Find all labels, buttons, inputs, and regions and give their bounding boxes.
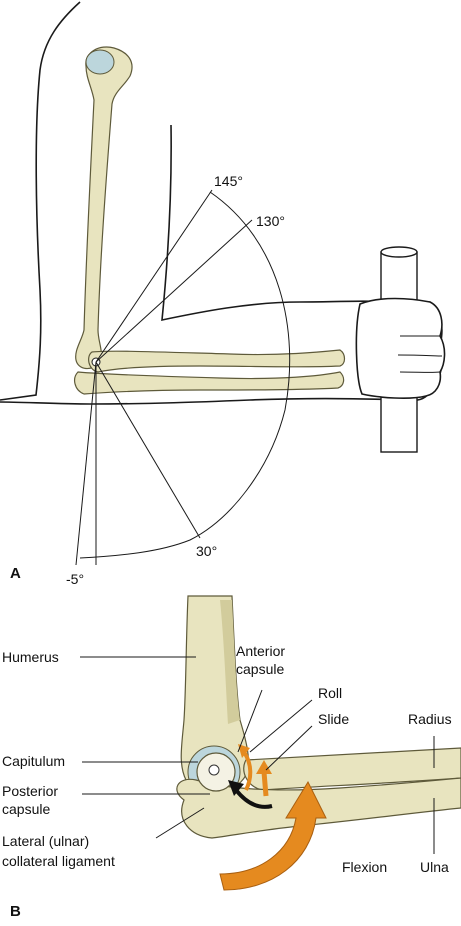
motion-arc bbox=[79, 191, 291, 559]
fist bbox=[355, 297, 446, 399]
forearm-bones-a bbox=[74, 349, 346, 395]
joint-motion-arrowhead bbox=[228, 780, 244, 796]
label-leaders bbox=[80, 656, 435, 854]
label-slide: Slide bbox=[318, 711, 349, 727]
label-flexion: Flexion bbox=[342, 859, 387, 875]
roll-arrow bbox=[242, 750, 253, 791]
panel-letter-a: A bbox=[10, 565, 21, 582]
label-anterior-capsule-1: Anterior bbox=[236, 643, 285, 659]
label-capitulum: Capitulum bbox=[2, 753, 65, 769]
label-posterior-capsule-2: capsule bbox=[2, 801, 50, 817]
angle-label-neg5: -5° bbox=[66, 571, 84, 587]
range-of-motion-lines bbox=[75, 189, 291, 566]
humerus-bone-a bbox=[75, 46, 133, 370]
capitulum-axis bbox=[208, 764, 220, 776]
angle-label-145: 145° bbox=[214, 173, 243, 189]
radius-bone bbox=[243, 747, 461, 791]
panel-letter-b: B bbox=[10, 903, 21, 920]
joint-motion-arrow bbox=[234, 788, 273, 809]
label-posterior-capsule-1: Posterior bbox=[2, 783, 58, 799]
line-130 bbox=[95, 219, 253, 363]
flexion-arrow bbox=[219, 780, 327, 891]
line-145 bbox=[95, 189, 213, 363]
line-30 bbox=[95, 361, 201, 539]
line-neg5-a bbox=[75, 361, 97, 566]
label-anterior-capsule-2: capsule bbox=[236, 661, 284, 677]
label-lateral-ligament-1: Lateral (ulnar) bbox=[2, 833, 89, 849]
roll-arrowhead bbox=[238, 744, 250, 758]
angle-label-130: 130° bbox=[256, 213, 285, 229]
panel-b: Humerus Anterior capsule Roll Slide Radi… bbox=[2, 595, 461, 920]
label-radius: Radius bbox=[408, 711, 452, 727]
humerus-shading bbox=[220, 600, 240, 724]
finger-crease bbox=[397, 335, 443, 373]
panel-a: 145° 130° 30° -5° A bbox=[0, 1, 446, 587]
label-humerus: Humerus bbox=[2, 649, 59, 665]
arm-skin-outline bbox=[0, 1, 81, 401]
label-roll: Roll bbox=[318, 685, 342, 701]
slide-arrowhead bbox=[256, 760, 272, 774]
label-ulna: Ulna bbox=[420, 859, 449, 875]
label-lateral-ligament-2: collateral ligament bbox=[2, 853, 115, 869]
angle-label-30: 30° bbox=[196, 543, 217, 559]
slide-arrow bbox=[261, 771, 269, 797]
